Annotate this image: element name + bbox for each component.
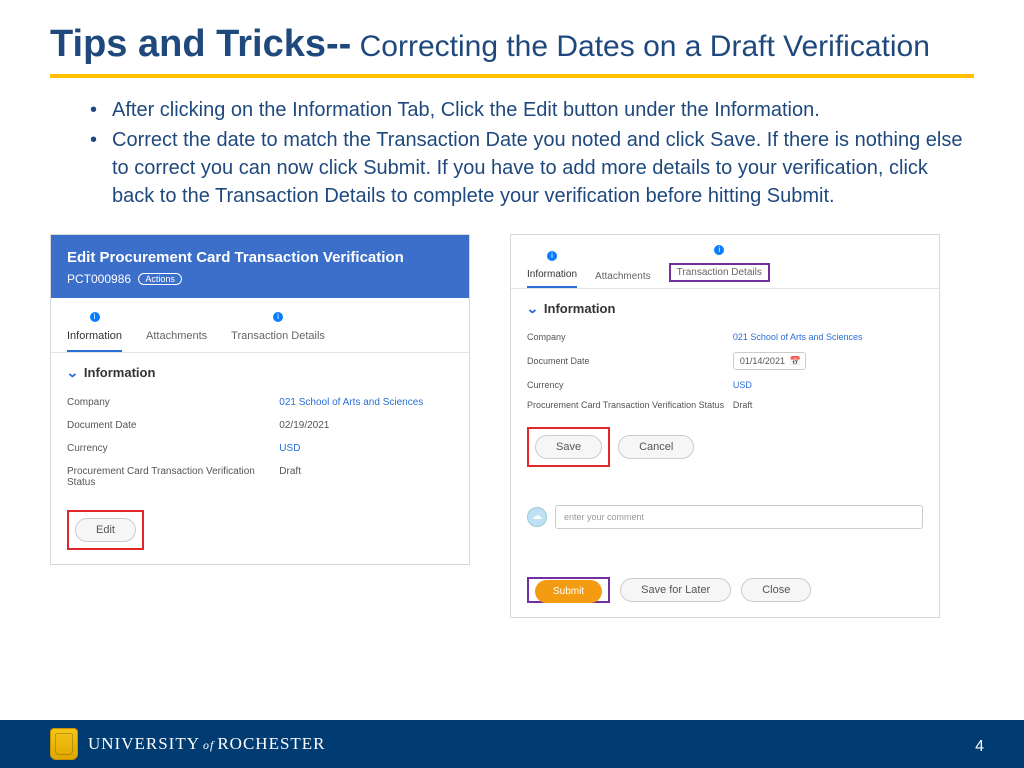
info-icon: i <box>90 312 100 322</box>
shield-icon <box>50 728 78 760</box>
value-currency[interactable]: USD <box>733 380 752 390</box>
university-name: UNIVERSITYofROCHESTER <box>88 734 326 754</box>
tab-label: Transaction Details <box>231 330 325 342</box>
title-bold: Tips and Tricks-- <box>50 23 351 65</box>
tab-label: Attachments <box>146 330 207 342</box>
tab-attachments[interactable]: Attachments <box>146 308 207 352</box>
university-logo: UNIVERSITYofROCHESTER <box>50 728 326 760</box>
value-currency[interactable]: USD <box>279 443 300 454</box>
tab-transaction-details[interactable]: i Transaction Details <box>231 308 325 352</box>
edit-button-region: Edit <box>51 504 469 564</box>
tab-label: Information <box>67 330 122 342</box>
info-icon: i <box>714 245 724 255</box>
value-docdate: 02/19/2021 <box>279 420 329 431</box>
record-id: PCT000986 <box>67 272 131 286</box>
label-status: Procurement Card Transaction Verificatio… <box>67 466 279 488</box>
edit-button[interactable]: Edit <box>75 518 136 542</box>
save-for-later-button[interactable]: Save for Later <box>620 578 731 602</box>
save-cancel-row: Save Cancel <box>511 423 939 477</box>
panel-title: Edit Procurement Card Transaction Verifi… <box>67 249 453 266</box>
save-button[interactable]: Save <box>535 435 602 459</box>
title-sub: Correcting the Dates on a Draft Verifica… <box>351 30 930 63</box>
tabs-bar: i Information Attachments i Transaction De… <box>511 235 939 289</box>
uni-of: of <box>200 738 217 752</box>
value-status: Draft <box>733 400 753 410</box>
tab-information[interactable]: i Information <box>527 249 577 288</box>
table-row: Company021 School of Arts and Sciences <box>527 327 923 347</box>
label-company: Company <box>527 332 733 342</box>
slide-footer: UNIVERSITYofROCHESTER 4 <box>0 720 1024 768</box>
submit-button[interactable]: Submit <box>535 580 602 603</box>
tabs-bar: i Information Attachments i Transaction De… <box>51 298 469 353</box>
label-docdate: Document Date <box>527 356 733 366</box>
comment-row: ☁ enter your comment <box>511 477 939 537</box>
screenshot-left: Edit Procurement Card Transaction Verifi… <box>50 234 470 565</box>
chevron-down-icon: ⌄ <box>526 301 539 317</box>
actions-button[interactable]: Actions <box>138 273 182 285</box>
cancel-button[interactable]: Cancel <box>618 435 694 459</box>
section-label: Information <box>544 301 616 316</box>
panel-subtitle: PCT000986 Actions <box>67 272 453 286</box>
table-row: Procurement Card Transaction Verificatio… <box>67 460 453 494</box>
table-row: CurrencyUSD <box>67 437 453 460</box>
uni-text-2: ROCHESTER <box>217 734 325 753</box>
label-company: Company <box>67 397 279 408</box>
section-heading: ⌄ Information <box>51 353 469 387</box>
value-company[interactable]: 021 School of Arts and Sciences <box>279 397 423 408</box>
table-row: CurrencyUSD <box>527 375 923 395</box>
close-button[interactable]: Close <box>741 578 811 602</box>
screenshot-right: i Information Attachments i Transaction De… <box>510 234 940 618</box>
table-row: Document Date02/19/2021 <box>67 414 453 437</box>
date-field[interactable]: 01/14/2021 📅 <box>733 352 806 370</box>
comment-input[interactable]: enter your comment <box>555 505 923 529</box>
bullet-item: After clicking on the Information Tab, C… <box>90 96 964 124</box>
table-row: Document Date 01/14/2021 📅 <box>527 347 923 375</box>
tab-label: Attachments <box>595 271 651 282</box>
highlight-box-purple: Submit <box>527 577 610 603</box>
value-status: Draft <box>279 466 301 488</box>
date-value: 01/14/2021 <box>740 356 785 366</box>
slide-header: Tips and Tricks-- Correcting the Dates o… <box>0 0 1024 66</box>
tab-attachments[interactable]: Attachments <box>595 251 651 288</box>
label-currency: Currency <box>67 443 279 454</box>
bullet-item: Correct the date to match the Transactio… <box>90 126 964 210</box>
screenshots-row: Edit Procurement Card Transaction Verifi… <box>0 212 1024 618</box>
chevron-down-icon: ⌄ <box>66 365 79 381</box>
highlight-box-red: Edit <box>67 510 144 550</box>
uni-text-1: UNIVERSITY <box>88 734 200 753</box>
tab-transaction-details[interactable]: i Transaction Details <box>669 243 770 288</box>
info-icon: i <box>547 251 557 261</box>
table-row: Procurement Card Transaction Verificatio… <box>527 395 923 415</box>
tab-label: Information <box>527 269 577 280</box>
body-bullets: After clicking on the Information Tab, C… <box>0 78 1024 210</box>
section-label: Information <box>84 365 156 380</box>
info-table: Company021 School of Arts and Sciences D… <box>51 387 469 504</box>
section-heading: ⌄ Information <box>511 289 939 323</box>
table-row: Company021 School of Arts and Sciences <box>67 391 453 414</box>
info-table: Company021 School of Arts and Sciences D… <box>511 323 939 423</box>
panel-header: Edit Procurement Card Transaction Verifi… <box>51 235 469 298</box>
calendar-icon[interactable]: 📅 <box>790 356 801 367</box>
label-docdate: Document Date <box>67 420 279 431</box>
bottom-buttons: Submit Save for Later Close <box>511 537 939 609</box>
info-icon: i <box>273 312 283 322</box>
slide-title: Tips and Tricks-- Correcting the Dates o… <box>50 24 974 66</box>
value-company[interactable]: 021 School of Arts and Sciences <box>733 332 863 342</box>
avatar-icon: ☁ <box>527 507 547 527</box>
tab-label: Transaction Details <box>677 267 762 278</box>
page-number: 4 <box>975 738 984 756</box>
label-currency: Currency <box>527 380 733 390</box>
label-status: Procurement Card Transaction Verificatio… <box>527 400 733 410</box>
highlight-box-red: Save <box>527 427 610 467</box>
tab-information[interactable]: i Information <box>67 308 122 352</box>
highlight-box-purple: Transaction Details <box>669 263 770 282</box>
